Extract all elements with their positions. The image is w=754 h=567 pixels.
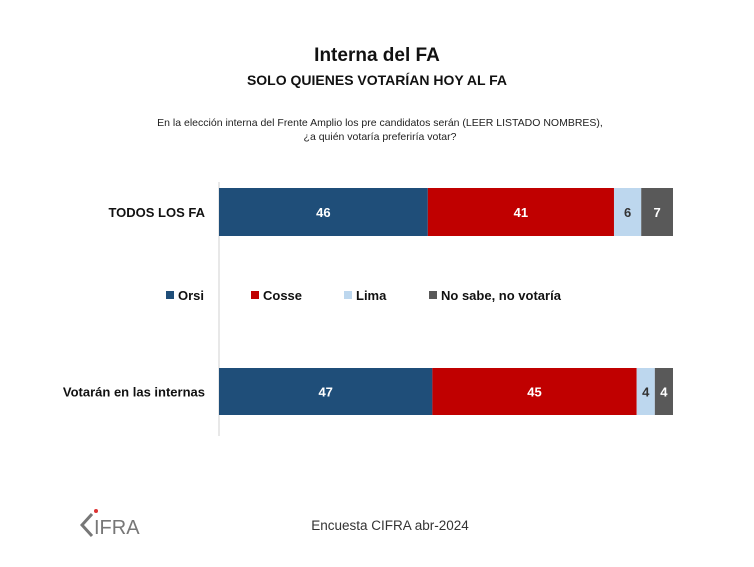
- legend-swatch: [344, 291, 352, 299]
- chart-title: Interna del FA: [314, 45, 440, 66]
- legend-label: Orsi: [178, 288, 204, 303]
- svg-text:IFRA: IFRA: [94, 517, 140, 538]
- bar-segment: [432, 368, 637, 415]
- bar-segment: [219, 368, 433, 415]
- legend-swatch: [251, 291, 259, 299]
- category-label: TODOS LOS FA: [108, 205, 205, 220]
- category-label: Votarán en las internas: [63, 385, 205, 400]
- bar-segment: [641, 188, 673, 236]
- legend-label: Cosse: [263, 288, 302, 303]
- cifra-logo: IFRA: [80, 509, 140, 538]
- bar-segment: [636, 368, 655, 415]
- data-label: 6: [624, 205, 631, 220]
- question-line-2: ¿a quién votaría preferiría votar?: [303, 131, 457, 143]
- footer-source: Encuesta CIFRA abr-2024: [311, 518, 469, 533]
- legend-swatch: [166, 291, 174, 299]
- question-line-1: En la elección interna del Frente Amplio…: [157, 117, 603, 129]
- data-label: 4: [642, 385, 650, 400]
- bar-segment: [219, 188, 428, 236]
- survey-question: En la elección interna del Frente Amplio…: [120, 116, 640, 144]
- data-label: 45: [527, 385, 541, 400]
- bar-segment: [427, 188, 614, 236]
- data-label: 47: [318, 385, 332, 400]
- legend-swatch: [429, 291, 437, 299]
- legend-label: No sabe, no votaría: [441, 288, 562, 303]
- data-label: 46: [316, 205, 330, 220]
- legend-label: Lima: [356, 288, 387, 303]
- data-label: 4: [660, 385, 668, 400]
- data-label: 41: [514, 205, 528, 220]
- bar-segment: [654, 368, 673, 415]
- data-label: 7: [653, 205, 660, 220]
- bar-segment: [613, 188, 642, 236]
- chart-subtitle: SOLO QUIENES VOTARÍAN HOY AL FA: [246, 72, 508, 88]
